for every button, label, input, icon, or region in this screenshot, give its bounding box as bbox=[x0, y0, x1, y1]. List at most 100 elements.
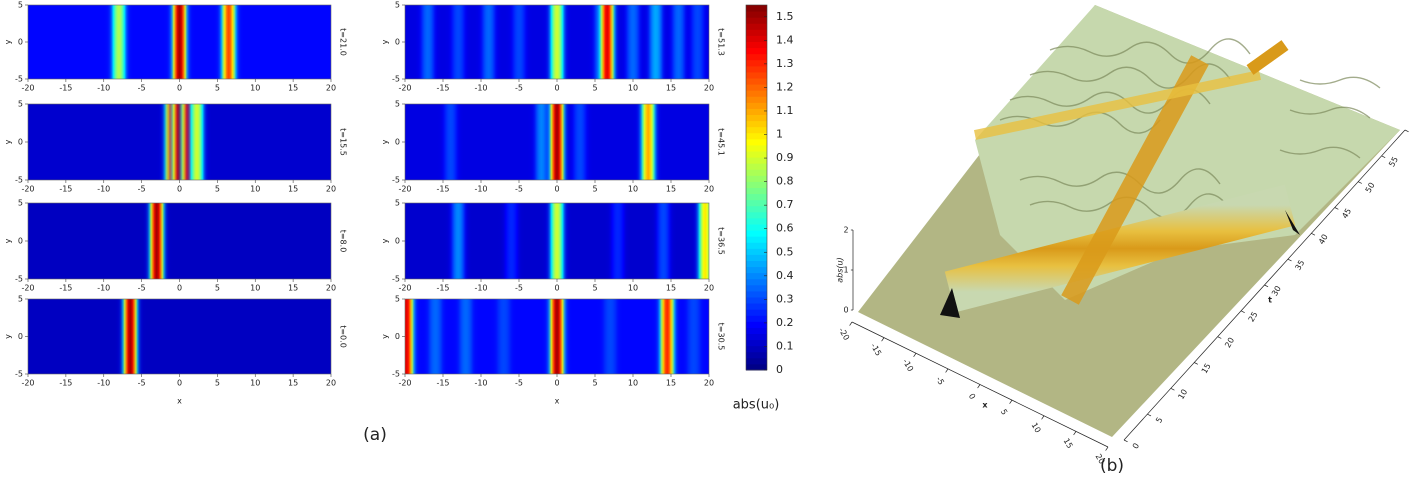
colorbar-cell bbox=[746, 71, 767, 79]
x-tick-label: 5 bbox=[592, 284, 597, 293]
colorbar-cell bbox=[746, 17, 767, 24]
axis-tick-label: 20 bbox=[1094, 452, 1107, 465]
x-tick-label: -5 bbox=[515, 284, 523, 293]
axis-tick-label: -5 bbox=[934, 375, 946, 386]
axis-tick bbox=[913, 353, 917, 358]
x-tick-label: 15 bbox=[666, 185, 676, 194]
x-tick-label: 20 bbox=[326, 379, 336, 388]
axis-tick-label: 30 bbox=[1270, 284, 1283, 297]
heatmap-stripe bbox=[500, 5, 538, 79]
x-tick-label: 0 bbox=[554, 284, 559, 293]
x-axis-label: x bbox=[982, 401, 988, 410]
x-tick-label: 20 bbox=[326, 84, 336, 93]
time-label: t=30.5 bbox=[717, 323, 726, 351]
x-tick-label: -10 bbox=[474, 185, 487, 194]
x-tick-label: 10 bbox=[628, 379, 638, 388]
x-tick-label: 15 bbox=[666, 284, 676, 293]
soliton-band bbox=[1061, 55, 1209, 305]
x-tick-label: 15 bbox=[666, 379, 676, 388]
x-tick-label: 10 bbox=[628, 185, 638, 194]
x-tick-label: -10 bbox=[474, 379, 487, 388]
colorbar-cell bbox=[746, 84, 767, 91]
peak-shadow bbox=[1285, 210, 1300, 235]
y-tick-label: 5 bbox=[395, 295, 400, 304]
colorbar-tick-label: 0.2 bbox=[776, 316, 794, 329]
x-tick-label: 15 bbox=[666, 84, 676, 93]
axis-tick bbox=[1170, 388, 1175, 391]
x-tick-label: -20 bbox=[398, 185, 411, 194]
colorbar-cell bbox=[746, 230, 767, 237]
x-tick-label: -5 bbox=[138, 379, 146, 388]
axis-tick bbox=[1041, 415, 1045, 420]
axis-tick-label: 40 bbox=[1317, 233, 1330, 246]
heatmap-stripe bbox=[111, 299, 150, 374]
axis-tick bbox=[1334, 207, 1339, 210]
y-axis-label: y bbox=[381, 238, 390, 243]
y-axis-label: y bbox=[381, 39, 390, 44]
axis-tick-label: -10 bbox=[901, 357, 915, 373]
panel-label: (a) bbox=[363, 425, 387, 445]
x-tick-label: 10 bbox=[250, 185, 260, 194]
axis-tick bbox=[1147, 413, 1152, 417]
axis-tick-label: 5 bbox=[999, 408, 1009, 417]
axis-tick-label: 10 bbox=[1030, 421, 1043, 434]
heatmap-stripes bbox=[408, 5, 709, 79]
y-tick-label: 0 bbox=[18, 332, 23, 341]
colorbar-cell bbox=[746, 108, 767, 115]
time-label: t=8.0 bbox=[339, 230, 348, 253]
axis-tick bbox=[1311, 233, 1316, 236]
colorbar-cell bbox=[746, 363, 767, 371]
x-tick-label: 15 bbox=[288, 84, 298, 93]
y-tick-label: 5 bbox=[395, 100, 400, 109]
axis-tick-label: 20 bbox=[1223, 336, 1236, 349]
colorbar-cell bbox=[746, 65, 767, 73]
colorbar-cell bbox=[746, 357, 767, 365]
x-tick-label: 5 bbox=[592, 84, 597, 93]
colorbar-cell bbox=[746, 126, 767, 134]
x-tick-label: -10 bbox=[474, 84, 487, 93]
colorbar-cell bbox=[746, 321, 767, 328]
heatmap-stripes bbox=[152, 104, 216, 180]
x-tick-label: 5 bbox=[215, 84, 220, 93]
colorbar-tick-label: 0.9 bbox=[776, 151, 794, 164]
x-tick-label: 10 bbox=[628, 284, 638, 293]
colorbar-cell bbox=[746, 132, 767, 140]
y-tick-label: 5 bbox=[18, 100, 23, 109]
x-tick-label: 20 bbox=[704, 284, 714, 293]
x-tick-label: -20 bbox=[398, 379, 411, 388]
heatmap-stripe bbox=[560, 104, 599, 180]
colorbar-tick-label: 0.8 bbox=[776, 175, 794, 188]
colorbar-cell bbox=[746, 333, 767, 341]
x-tick-label: 5 bbox=[592, 379, 597, 388]
heatmap-stripe bbox=[446, 299, 485, 374]
axis-tick-label: 25 bbox=[1247, 310, 1260, 323]
colorbar-cell bbox=[746, 224, 767, 231]
x-tick-label: -15 bbox=[59, 185, 72, 194]
colorbar-cell bbox=[746, 309, 767, 316]
colorbar-cell bbox=[746, 138, 767, 146]
axis-tick bbox=[1194, 362, 1199, 365]
time-label: t=51.3 bbox=[717, 28, 726, 56]
x-tick-label: 10 bbox=[250, 84, 260, 93]
axis-tick bbox=[1264, 284, 1269, 288]
colorbar-cell bbox=[746, 278, 767, 286]
colorbar-tick-label: 1 bbox=[776, 128, 783, 141]
x-tick-label: 5 bbox=[215, 284, 220, 293]
axis-tick-label: 10 bbox=[1176, 388, 1189, 401]
x-tick-label: -15 bbox=[59, 379, 72, 388]
heatmap-stripes bbox=[431, 104, 668, 180]
x-axis-label: x bbox=[555, 397, 560, 406]
colorbar-cell bbox=[746, 284, 767, 292]
x-tick-label: 5 bbox=[215, 379, 220, 388]
heatmap-stripes bbox=[137, 203, 176, 279]
y-tick-label: 5 bbox=[18, 199, 23, 208]
y-axis-label: y bbox=[4, 334, 13, 339]
heatmap-stripe bbox=[538, 203, 576, 279]
time-label: t=45.1 bbox=[717, 128, 726, 156]
x-tick-label: -20 bbox=[398, 84, 411, 93]
colorbar-cell bbox=[746, 260, 767, 268]
colorbar-cell bbox=[746, 327, 767, 334]
heatmap-stripe bbox=[674, 299, 709, 374]
colorbar-tick-label: 0.5 bbox=[776, 245, 794, 258]
y-tick-label: -5 bbox=[15, 275, 23, 284]
